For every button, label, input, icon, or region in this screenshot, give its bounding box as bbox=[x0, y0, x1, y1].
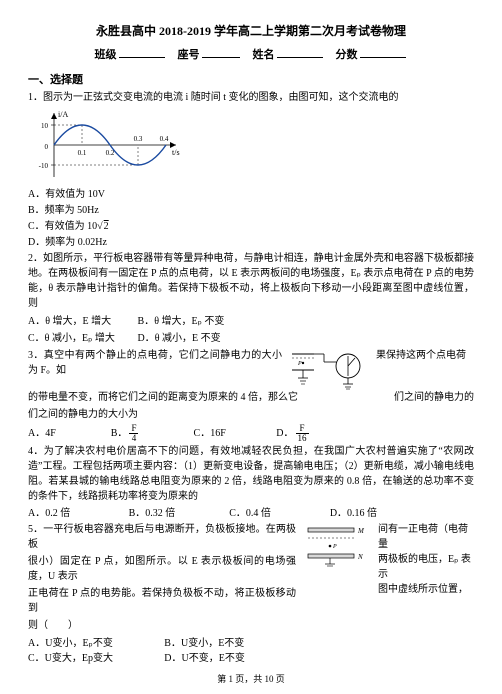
q5-line2: 很小）固定在 P 点，如图所示。以 E 表示极板间的电场强度，U 表示 bbox=[28, 554, 296, 584]
q5-rightcol: 间有一正电荷（电荷量 两极板的电压，Eₚ 表示 图中虚线所示位置， bbox=[378, 522, 474, 597]
q3-optC: C．16F bbox=[194, 426, 274, 441]
class-label: 班级 bbox=[95, 49, 117, 61]
seat-blank[interactable] bbox=[202, 46, 240, 58]
q2-optB: B．θ 增大，Eₚ 不变 bbox=[138, 314, 245, 329]
class-blank[interactable] bbox=[119, 46, 165, 58]
seat-label: 座号 bbox=[178, 49, 200, 61]
q5-optD: D．U不变，E不变 bbox=[164, 651, 298, 666]
q5-line1: 5．一平行板电容器充电后与电源断开，负极板接地。在两极板 bbox=[28, 522, 296, 552]
exam-title: 永胜县高中 2018-2019 学年高二上学期第二次月考试卷物理 bbox=[28, 22, 474, 40]
q5-optA: A．U变小，Eₚ不变 bbox=[28, 636, 162, 651]
svg-text:0.3: 0.3 bbox=[134, 135, 143, 143]
name-label: 姓名 bbox=[253, 49, 275, 61]
page-footer: 第 1 页，共 10 页 bbox=[0, 673, 502, 687]
q5-optC: C．U变大，Ep变大 bbox=[28, 651, 162, 666]
q5-line3: 正电荷在 P 点的电势能。若保持负极板不动，将正极板移动到 bbox=[28, 586, 296, 616]
score-blank[interactable] bbox=[360, 46, 406, 58]
svg-text:N: N bbox=[357, 553, 363, 561]
q1-sine-chart: i/A t/s 0 10 -10 0.1 0.2 0.3 0.4 bbox=[36, 109, 474, 183]
svg-text:10: 10 bbox=[41, 122, 49, 130]
q5-options: A．U变小，Eₚ不变 B．U变小，E不变 C．U变大，Ep变大 D．U不变，E不… bbox=[28, 636, 474, 666]
q5-diagram: M P N bbox=[302, 522, 372, 568]
svg-text:P: P bbox=[332, 544, 337, 550]
svg-text:-10: -10 bbox=[39, 162, 49, 170]
q3-row: 3．真空中有两个静止的点电荷，它们之间静电力的大小为 F。如 P bbox=[28, 348, 474, 390]
svg-text:0.4: 0.4 bbox=[160, 135, 169, 143]
q3-stem3: 们之间的静电力的大小为 bbox=[28, 407, 474, 422]
svg-text:P: P bbox=[297, 361, 302, 367]
q2-optC: C．θ 减小，Eₚ 增大 bbox=[28, 331, 135, 346]
x-axis-label: t/s bbox=[172, 148, 180, 157]
q3-stem-right: 果保持这两个点电荷的带电量不变，而将它们之间的距离变为原来的 4 倍，那么它 果… bbox=[376, 348, 474, 363]
q4-optB: B．0.32 倍 bbox=[129, 506, 227, 521]
q1-optD: D．频率为 0.02Hz bbox=[28, 235, 474, 250]
q1-optA: A．有效值为 10V bbox=[28, 187, 474, 202]
q1-options: A．有效值为 10V B．频率为 50Hz C．有效值为 10√2 D．频率为 … bbox=[28, 187, 474, 250]
y-axis-label: i/A bbox=[58, 110, 68, 119]
student-info-row: 班级 座号 姓名 分数 bbox=[28, 46, 474, 64]
q4-options: A．0.2 倍 B．0.32 倍 C．0.4 倍 D．0.16 倍 bbox=[28, 506, 474, 521]
q3-options: A．4F B．F4 C．16F D．F16 bbox=[28, 424, 474, 443]
q2-options: A．θ 增大，E 增大 B．θ 增大，Eₚ 不变 C．θ 减小，Eₚ 增大 D．… bbox=[28, 313, 474, 347]
q4-stem: 4．为了解决农村电价居高不下的问题，有效地减轻农民负担，在我国广大农村普遍实施了… bbox=[28, 444, 474, 504]
q4-optD: D．0.16 倍 bbox=[330, 506, 428, 521]
q4-optC: C．0.4 倍 bbox=[229, 506, 327, 521]
svg-text:M: M bbox=[357, 527, 365, 535]
q3-optD: D．F16 bbox=[276, 424, 356, 443]
q5-row: 5．一平行板电容器充电后与电源断开，负极板接地。在两极板 很小）固定在 P 点，… bbox=[28, 522, 474, 635]
q1-optB: B．频率为 50Hz bbox=[28, 203, 474, 218]
q3-optB: B．F4 bbox=[111, 424, 191, 443]
q3-diagram: P bbox=[288, 348, 370, 390]
q3-optA: A．4F bbox=[28, 426, 108, 441]
q2-stem: 2．如图所示，平行板电容器带有等量异种电荷，与静电计相连，静电计金属外壳和电容器… bbox=[28, 251, 474, 311]
q5-optB: B．U变小，E不变 bbox=[164, 636, 298, 651]
q1-stem: 1．图示为一正弦式交变电流的电流 i 随时间 t 变化的图象，由图可知，这个交流… bbox=[28, 90, 474, 105]
q1-optC: C．有效值为 10√2 bbox=[28, 219, 474, 234]
q2-optA: A．θ 增大，E 增大 bbox=[28, 314, 135, 329]
q4-optA: A．0.2 倍 bbox=[28, 506, 126, 521]
svg-text:0: 0 bbox=[45, 143, 49, 151]
q3-stem1: 3．真空中有两个静止的点电荷，它们之间静电力的大小为 F。如 bbox=[28, 348, 282, 378]
section-1-heading: 一、选择题 bbox=[28, 72, 474, 89]
q5-line4: 则（ ） bbox=[28, 618, 296, 633]
name-blank[interactable] bbox=[277, 46, 323, 58]
q3-stem2b: 的带电量不变，而将它们之间的距离变为原来的 4 倍，那么它们之间的静电力的 bbox=[28, 390, 474, 405]
score-label: 分数 bbox=[336, 49, 358, 61]
q2-optD: D．θ 减小，E 不变 bbox=[138, 331, 245, 346]
svg-text:0.1: 0.1 bbox=[78, 149, 87, 157]
